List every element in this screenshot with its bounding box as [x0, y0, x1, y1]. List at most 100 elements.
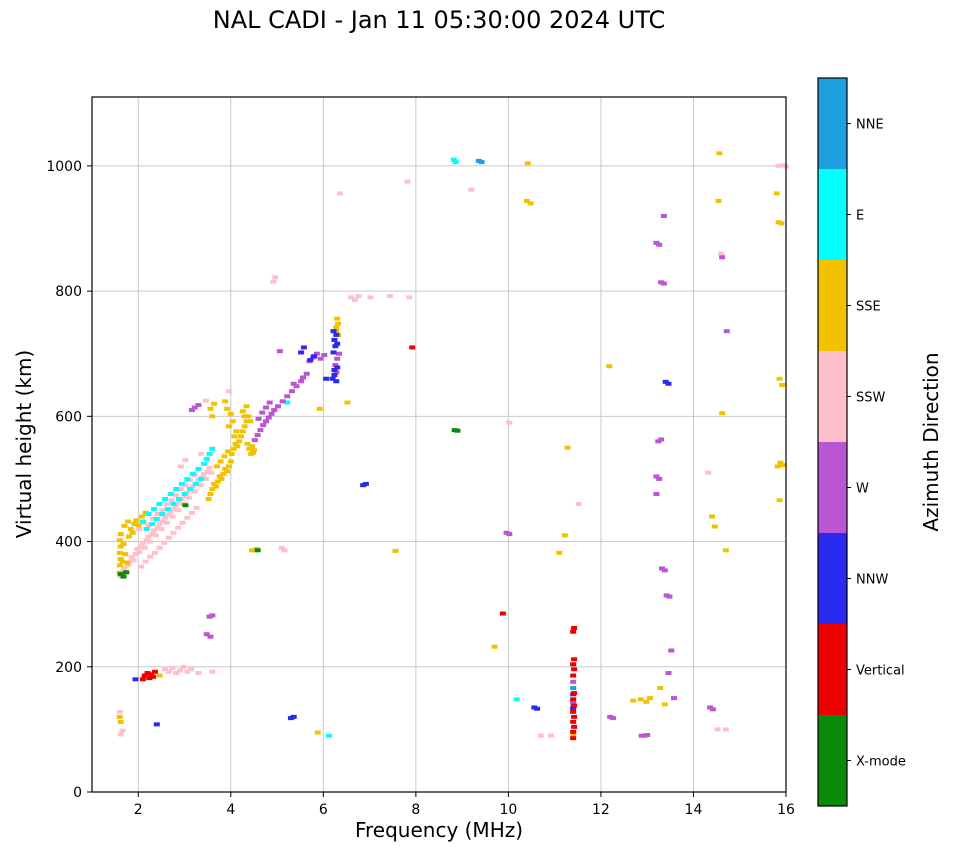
- data-point-ssw: [195, 671, 202, 676]
- data-point-w: [251, 438, 258, 443]
- data-point-sse: [230, 446, 237, 451]
- data-point-ssw: [204, 469, 211, 474]
- data-point-ssw: [170, 530, 177, 535]
- data-point-sse: [209, 486, 216, 491]
- data-point-ssw: [184, 515, 191, 520]
- data-point-sse: [222, 399, 229, 404]
- data-point-w: [279, 399, 286, 404]
- data-point-sse: [657, 686, 664, 691]
- data-point-sse: [774, 464, 781, 469]
- data-point-ssw: [136, 527, 143, 532]
- data-point-e: [162, 496, 169, 501]
- data-point-ssw: [175, 508, 182, 513]
- data-point-w: [268, 411, 275, 416]
- data-point-e: [203, 456, 210, 461]
- data-point-w: [709, 707, 716, 712]
- data-point-w: [293, 384, 300, 389]
- data-point-e: [198, 476, 205, 481]
- data-point-nnw: [332, 344, 339, 349]
- data-point-ssw: [202, 476, 209, 481]
- data-point-w: [321, 352, 328, 357]
- data-point-sse: [205, 496, 212, 501]
- x-tick-label: 6: [319, 802, 328, 818]
- data-point-w: [719, 255, 726, 260]
- data-point-w: [303, 371, 310, 376]
- data-point-sse: [250, 448, 257, 453]
- data-point-ssw: [134, 547, 141, 552]
- y-axis-label: Virtual height (km): [12, 349, 36, 539]
- data-point-ssw: [147, 554, 154, 559]
- data-point-sse: [126, 534, 133, 539]
- x-tick-label: 12: [592, 802, 610, 818]
- data-point-sse: [776, 376, 783, 381]
- colorbar-segment-nne: [818, 78, 847, 170]
- data-point-x-mode: [120, 574, 127, 579]
- colorbar-segment-ssw: [818, 351, 847, 443]
- data-point-sse: [224, 469, 231, 474]
- data-point-vertical: [499, 611, 506, 616]
- data-point-sse: [606, 364, 613, 369]
- data-point-sse: [211, 481, 218, 486]
- data-point-nnw: [153, 722, 160, 727]
- data-point-nnw: [334, 341, 341, 346]
- data-point-vertical: [148, 672, 155, 677]
- colorbar-segment-sse: [818, 260, 847, 352]
- data-point-ssw: [506, 420, 513, 425]
- data-point-sse: [334, 316, 341, 321]
- data-point-ssw: [208, 470, 215, 475]
- data-point-ssw: [537, 733, 544, 738]
- data-point-sse: [124, 560, 131, 565]
- data-point-sse: [218, 476, 225, 481]
- data-point-w: [666, 594, 673, 599]
- data-point-ssw: [468, 187, 475, 192]
- data-point-ssw: [132, 552, 139, 557]
- data-point-sse: [773, 191, 780, 196]
- data-point-sse: [646, 696, 653, 701]
- data-point-ssw: [173, 671, 180, 676]
- data-point-sse: [116, 538, 123, 543]
- data-point-w: [290, 381, 297, 386]
- data-point-w: [191, 405, 198, 410]
- data-point-e: [178, 481, 185, 486]
- data-point-sse: [244, 441, 251, 446]
- data-point-sse: [138, 514, 145, 519]
- data-point-ssw: [138, 564, 145, 569]
- data-point-nnw: [330, 350, 337, 355]
- data-point-ssw: [141, 545, 148, 550]
- data-point-sse: [217, 459, 224, 464]
- data-point-w: [609, 716, 616, 721]
- y-tick-label: 0: [73, 785, 82, 801]
- data-point-vertical: [141, 673, 148, 678]
- data-point-ssw: [119, 728, 126, 733]
- data-point-ssw: [156, 545, 163, 550]
- data-point-ssw: [167, 509, 174, 514]
- data-point-sse: [719, 411, 726, 416]
- colorbar-label-ssw: SSW: [856, 391, 886, 406]
- y-tick-label: 1000: [46, 159, 82, 175]
- data-point-vertical: [571, 714, 578, 719]
- data-point-vertical: [570, 729, 577, 734]
- data-point-vertical: [570, 697, 577, 702]
- x-tick-label: 8: [411, 802, 420, 818]
- data-point-sse: [344, 400, 351, 405]
- data-point-sse: [239, 409, 246, 414]
- data-point-sse: [711, 524, 718, 529]
- data-point-sse: [250, 450, 257, 455]
- data-point-w: [260, 423, 267, 428]
- data-point-ssw: [202, 398, 209, 403]
- data-point-sse: [561, 533, 568, 538]
- data-point-e: [153, 517, 160, 522]
- data-point-nnw: [307, 357, 314, 362]
- data-point-sse: [116, 563, 123, 568]
- data-point-ssw: [158, 527, 165, 532]
- data-point-ssw: [147, 539, 154, 544]
- data-point-ssw: [270, 279, 277, 284]
- data-point-w: [188, 408, 195, 413]
- data-point-w: [723, 329, 730, 334]
- data-point-w: [262, 419, 269, 424]
- data-point-nnw: [329, 376, 336, 381]
- data-point-w: [336, 351, 343, 356]
- data-point-sse: [523, 198, 530, 203]
- data-point-ssw: [718, 251, 725, 256]
- data-point-e: [325, 733, 332, 738]
